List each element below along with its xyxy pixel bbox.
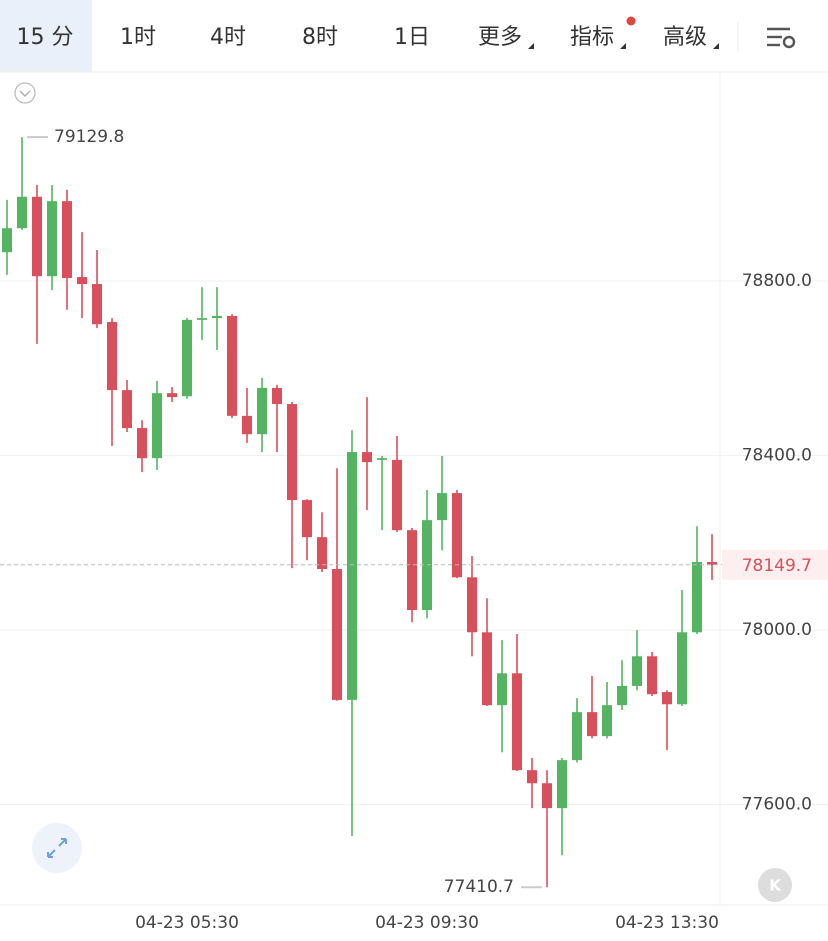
candle-body (107, 322, 117, 391)
fullscreen-button[interactable] (32, 823, 82, 873)
candle-body (272, 387, 282, 405)
candle-body (152, 393, 162, 459)
candle-body (527, 770, 537, 784)
candle-body (2, 228, 12, 253)
dropdown-arrow (713, 43, 719, 49)
tab[interactable]: 15 分 (17, 25, 74, 50)
candle-body (482, 632, 492, 706)
candle-body (677, 632, 687, 705)
candle-body (167, 393, 177, 398)
notice-dot (626, 16, 636, 26)
candle-body (437, 493, 447, 521)
tab[interactable]: 8时 (302, 25, 338, 50)
tab[interactable]: 1时 (120, 25, 156, 50)
candle-body (542, 783, 552, 809)
y-tick-label: 78000.0 (742, 620, 812, 640)
candle-body (377, 458, 387, 460)
candle-body (227, 315, 237, 416)
candle-body (242, 415, 252, 435)
svg-text:K: K (769, 877, 782, 895)
candle-body (302, 500, 312, 538)
candle-body (557, 760, 567, 809)
y-tick-label: 77600.0 (742, 795, 812, 815)
candle-body (452, 493, 462, 578)
candle-body (497, 673, 507, 706)
scroll-latest-button[interactable]: K (758, 868, 792, 902)
candle-body (77, 277, 87, 285)
candle-body (362, 452, 372, 463)
candle-body (17, 196, 27, 229)
max-label: 79129.8 (54, 127, 124, 147)
candle-body (257, 387, 267, 435)
candle-body (47, 201, 57, 277)
collapse-icon[interactable] (14, 82, 36, 104)
candle-body (32, 196, 42, 277)
candle-body (587, 712, 597, 737)
dropdown-arrow (620, 43, 626, 49)
dropdown-arrow (528, 43, 534, 49)
candle-body (467, 577, 477, 633)
candle-body (197, 318, 207, 320)
candle-body (347, 452, 357, 700)
x-tick-label: 04-23 13:30 (615, 913, 719, 933)
candle-body (632, 656, 642, 686)
candle-body (182, 319, 192, 397)
candle-body (602, 705, 612, 737)
candle-body (62, 201, 72, 278)
last-price-label: 78149.7 (742, 556, 812, 576)
y-tick-label: 78800.0 (742, 271, 812, 291)
candle-body (287, 404, 297, 501)
active-tab-bg (0, 0, 92, 72)
candle-body (212, 315, 222, 319)
candle-body (662, 692, 672, 705)
candle-body (137, 428, 147, 459)
candle-body (707, 562, 717, 565)
tab[interactable]: 更多 (478, 25, 522, 50)
candle-body (392, 459, 402, 531)
candle-body (92, 284, 102, 325)
y-tick-label: 78400.0 (742, 446, 812, 466)
candle-body (317, 537, 327, 570)
min-label: 77410.7 (444, 877, 514, 897)
candle-body (692, 562, 702, 633)
x-tick-label: 04-23 09:30 (375, 913, 479, 933)
settings-icon[interactable] (767, 27, 796, 49)
tab[interactable]: 指标 (570, 25, 614, 50)
candle-body (617, 685, 627, 706)
tab[interactable]: 4时 (210, 25, 246, 50)
x-tick-label: 04-23 05:30 (135, 913, 239, 933)
tab[interactable]: 高级 (663, 25, 707, 50)
candle-body (332, 569, 342, 700)
candle-body (407, 530, 417, 611)
last-price-bg (722, 549, 828, 580)
tab[interactable]: 1日 (394, 25, 430, 50)
candle-body (647, 656, 657, 695)
candle-body (512, 673, 522, 771)
candle-body (122, 390, 132, 429)
candle-body (572, 712, 582, 761)
